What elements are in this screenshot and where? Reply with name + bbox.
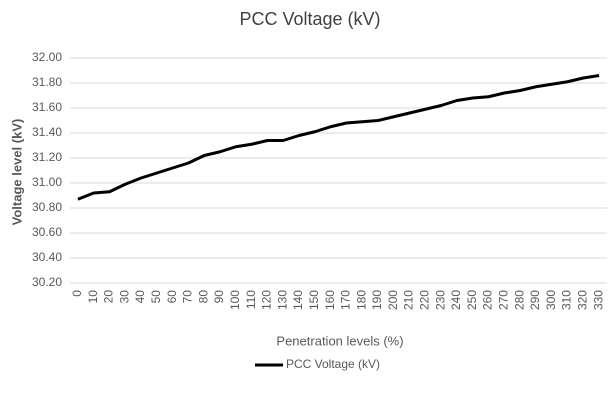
x-tick-label: 80 [196, 290, 210, 304]
y-tick-label: 30.60 [32, 225, 62, 239]
x-tick-label: 30 [117, 290, 131, 304]
x-tick-label: 110 [244, 290, 258, 309]
x-tick-label: 210 [402, 290, 416, 310]
x-tick-label: 60 [165, 290, 179, 304]
y-tick-label: 31.40 [32, 125, 62, 139]
x-tick-label: 300 [544, 290, 558, 310]
chart-title: PCC Voltage (kV) [239, 9, 380, 29]
x-tick-label: 20 [102, 290, 116, 304]
y-tick-label: 31.60 [32, 100, 62, 114]
y-tick-label: 30.20 [32, 275, 62, 289]
x-tick-label: 310 [560, 290, 574, 310]
x-tick-label: 10 [86, 290, 100, 304]
y-tick-label: 30.80 [32, 200, 62, 214]
x-tick-label: 330 [591, 290, 605, 310]
x-tick-label: 230 [433, 290, 447, 310]
x-tick-label: 190 [370, 290, 384, 310]
x-tick-label: 90 [212, 290, 226, 304]
legend-label: PCC Voltage (kV) [286, 357, 380, 371]
x-tick-label: 120 [260, 290, 274, 310]
x-tick-label: 70 [181, 290, 195, 304]
y-tick-label: 31.80 [32, 75, 62, 89]
x-tick-label: 0 [70, 290, 84, 297]
x-tick-label: 280 [512, 290, 526, 310]
x-axis-title: Penetration levels (%) [276, 333, 403, 348]
y-tick-label: 31.00 [32, 175, 62, 189]
x-tick-label: 250 [465, 290, 479, 310]
y-tick-label: 31.20 [32, 150, 62, 164]
x-tick-label: 260 [481, 290, 495, 310]
x-tick-label: 100 [228, 290, 242, 310]
series-line [77, 74, 600, 201]
x-tick-label: 40 [133, 290, 147, 304]
x-tick-label: 50 [149, 290, 163, 304]
x-tick-label: 200 [386, 290, 400, 310]
x-tick-label: 140 [291, 290, 305, 310]
x-tick-label: 270 [497, 290, 511, 310]
x-tick-label: 160 [323, 290, 337, 310]
y-tick-label: 30.40 [32, 250, 62, 264]
x-tick-label: 220 [418, 290, 432, 310]
x-tick-label: 130 [275, 290, 289, 310]
x-tick-label: 290 [528, 290, 542, 310]
y-tick-label: 32.00 [32, 50, 62, 64]
x-tick-label: 150 [307, 290, 321, 310]
x-tick-label: 180 [354, 290, 368, 310]
x-tick-label: 240 [449, 290, 463, 310]
x-tick-label: 320 [575, 290, 589, 310]
y-axis-title: Voltage level (kV) [9, 119, 24, 226]
x-tick-label: 170 [339, 290, 353, 310]
